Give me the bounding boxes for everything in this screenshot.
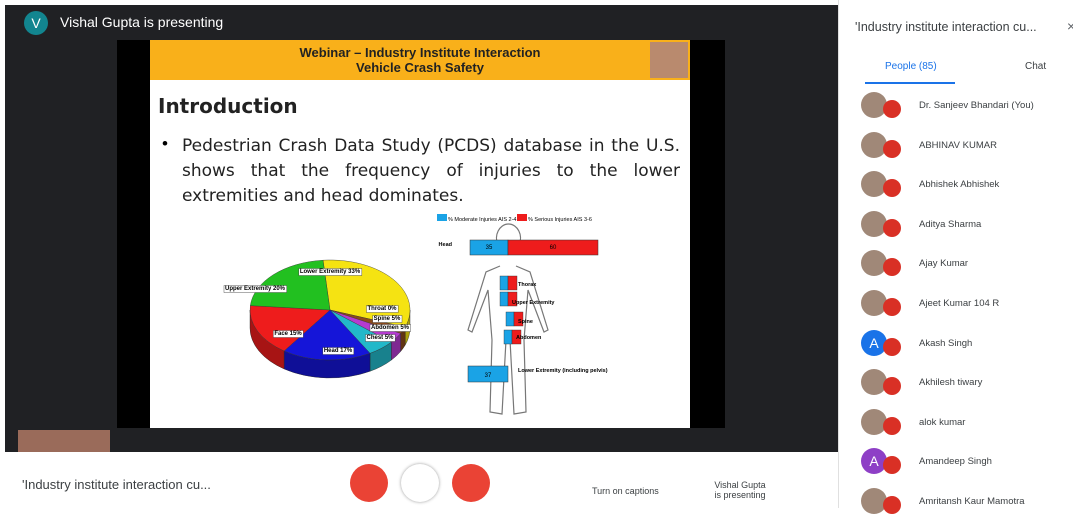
- presenter-avatar: V: [24, 11, 48, 35]
- meeting-title[interactable]: 'Industry institute interaction cu...: [22, 477, 211, 492]
- participant-name: Akhilesh tiwary: [919, 377, 982, 388]
- side-panel: 'Industry institute interaction cu... × …: [838, 0, 1073, 508]
- bottom-bar: 'Industry institute interaction cu... Tu…: [0, 452, 838, 508]
- pie-label: Head 17%: [324, 348, 353, 354]
- close-button[interactable]: ×: [1067, 18, 1073, 34]
- mute-badge: [883, 417, 901, 435]
- presenter-label: Vishal Gupta is presenting: [60, 14, 223, 30]
- bar-small: [504, 330, 512, 344]
- participant-name: Akash Singh: [919, 338, 972, 349]
- participant-name: Abhishek Abhishek: [919, 179, 999, 190]
- bar-value: 60: [550, 245, 557, 251]
- bar-value: 37: [485, 373, 492, 379]
- mute-badge: [883, 100, 901, 118]
- mute-badge: [883, 377, 901, 395]
- mute-badge: [883, 496, 901, 514]
- bar-small: [500, 276, 508, 290]
- mute-badge: [883, 338, 901, 356]
- legend-swatch: [437, 214, 447, 221]
- legend-swatch: [517, 214, 527, 221]
- participant-name: Amritansh Kaur Mamotra: [919, 496, 1025, 507]
- present-line: is presenting: [700, 490, 780, 500]
- present-line: Vishal Gupta: [700, 480, 780, 490]
- slide: Webinar – Industry Institute Interaction…: [150, 40, 690, 428]
- region-label: Thorax: [518, 282, 537, 288]
- region-label: Head: [439, 242, 452, 248]
- region-label: Spine: [518, 319, 533, 325]
- panel-title: 'Industry institute interaction cu...: [855, 20, 1037, 34]
- mute-badge: [883, 456, 901, 474]
- legend-label: % Moderate Injuries AIS 2-4: [448, 217, 516, 223]
- people-tab[interactable]: People (85): [885, 61, 937, 72]
- bar-small: [506, 312, 514, 326]
- region-label: Lower Extremity (including pelvis): [518, 368, 608, 374]
- region-label: Abdomen: [516, 335, 542, 341]
- bar-value: 35: [486, 245, 493, 251]
- legend-label: % Serious Injuries AIS 3-6: [528, 217, 592, 223]
- pie-label: Chest 5%: [366, 335, 394, 341]
- pie-label: Abdomen 5%: [371, 325, 410, 331]
- meet-page: V Vishal Gupta is presenting Webinar – I…: [0, 0, 1073, 508]
- mute-badge: [883, 298, 901, 316]
- pie-label: Throat 0%: [367, 306, 397, 312]
- mute-badge: [883, 179, 901, 197]
- leave-button[interactable]: [401, 464, 439, 502]
- pie-label: Lower Extremity 33%: [300, 269, 361, 275]
- participant-name: Dr. Sanjeev Bhandari (You): [919, 100, 1034, 111]
- region-label: Upper Extremity: [512, 300, 555, 306]
- self-video: [18, 430, 110, 452]
- pie-label: Upper Extremity 20%: [225, 286, 286, 292]
- participant-name: ABHINAV KUMAR: [919, 140, 997, 151]
- captions-button[interactable]: Turn on captions: [592, 486, 659, 496]
- chat-tab[interactable]: Chat: [1025, 61, 1046, 72]
- slide-graphics: Lower Extremity 33% Upper Extremity 20% Fa…: [150, 40, 690, 428]
- mic-button[interactable]: [350, 464, 388, 502]
- participant-name: Aditya Sharma: [919, 219, 981, 230]
- participant-name: Ajeet Kumar 104 R: [919, 298, 999, 309]
- camera-button[interactable]: [452, 464, 490, 502]
- tab-indicator: [865, 82, 955, 84]
- pie-label: Spine 5%: [374, 316, 401, 322]
- mute-badge: [883, 140, 901, 158]
- participant-name: alok kumar: [919, 417, 965, 428]
- participant-name: Ajay Kumar: [919, 258, 968, 269]
- participant-name: Amandeep Singh: [919, 456, 992, 467]
- mute-badge: [883, 219, 901, 237]
- mute-badge: [883, 258, 901, 276]
- bar-small: [500, 292, 508, 306]
- pie-label: Face 15%: [274, 331, 302, 337]
- bar-small: [508, 276, 517, 290]
